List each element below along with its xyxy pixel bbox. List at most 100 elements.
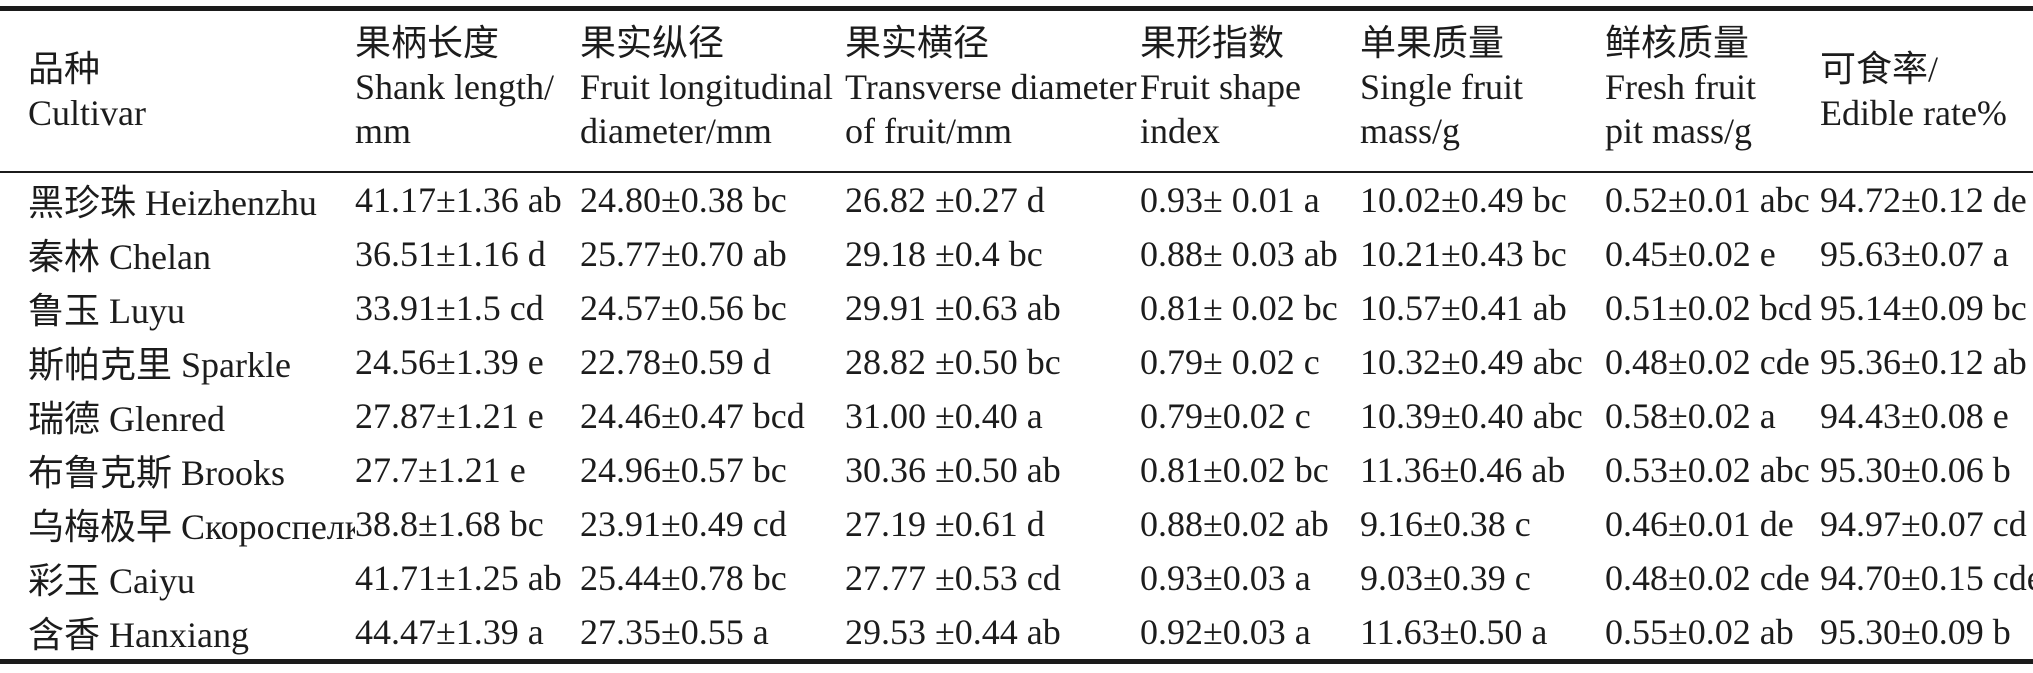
col-header-longitudinal-diameter: 果实纵径 Fruit longitudinal diameter/mm bbox=[580, 9, 845, 173]
cell-edible-rate: 94.43±0.08 e bbox=[1820, 396, 2009, 436]
cell-pit-mass: 0.51±0.02 bcd bbox=[1605, 288, 1812, 328]
cell-shank-length: 27.7±1.21 e bbox=[355, 450, 526, 490]
table-row: 含香 Hanxiang 44.47±1.39 a 27.35±0.55 a 29… bbox=[0, 605, 2033, 662]
cell-shape-index: 0.88±0.02 ab bbox=[1140, 504, 1329, 544]
col-header-pit-mass-en2: pit mass/g bbox=[1605, 111, 1753, 151]
cell-edible-rate: 95.63±0.07 a bbox=[1820, 234, 2009, 274]
col-header-transverse-diameter-en2: of fruit/mm bbox=[845, 111, 1012, 151]
cell-cultivar: 彩玉 Caiyu bbox=[28, 561, 195, 601]
cell-shape-index: 0.93± 0.01 a bbox=[1140, 180, 1320, 220]
col-header-shank-length-zh: 果柄长度 bbox=[355, 23, 500, 63]
cell-transverse-diameter: 30.36 ±0.50 ab bbox=[845, 450, 1061, 490]
cell-pit-mass: 0.46±0.01 de bbox=[1605, 504, 1794, 544]
cell-fruit-mass: 10.39±0.40 abc bbox=[1360, 396, 1583, 436]
col-header-pit-mass-zh: 鲜核质量 bbox=[1605, 23, 1750, 63]
col-header-transverse-diameter: 果实横径 Transverse diameter of fruit/mm bbox=[845, 9, 1140, 173]
table-row: 秦林 Chelan 36.51±1.16 d 25.77±0.70 ab 29.… bbox=[0, 227, 2033, 281]
cell-shank-length: 24.56±1.39 e bbox=[355, 342, 544, 382]
cell-pit-mass: 0.53±0.02 abc bbox=[1605, 450, 1810, 490]
cell-transverse-diameter: 29.53 ±0.44 ab bbox=[845, 612, 1061, 652]
col-header-edible-rate: 可食率/ Edible rate% bbox=[1820, 9, 2033, 173]
cell-fruit-mass: 10.57±0.41 ab bbox=[1360, 288, 1567, 328]
cell-shape-index: 0.88± 0.03 ab bbox=[1140, 234, 1338, 274]
cell-longitudinal-diameter: 22.78±0.59 d bbox=[580, 342, 771, 382]
col-header-shank-length-en2: mm bbox=[355, 111, 412, 151]
cell-edible-rate: 94.97±0.07 cd bbox=[1820, 504, 2027, 544]
col-header-shank-length: 果柄长度 Shank length/ mm bbox=[355, 9, 580, 173]
cell-fruit-mass: 10.32±0.49 abc bbox=[1360, 342, 1583, 382]
cell-shape-index: 0.79±0.02 c bbox=[1140, 396, 1311, 436]
cell-fruit-mass: 10.21±0.43 bc bbox=[1360, 234, 1567, 274]
cell-pit-mass: 0.52±0.01 abc bbox=[1605, 180, 1810, 220]
cell-longitudinal-diameter: 25.77±0.70 ab bbox=[580, 234, 787, 274]
cell-cultivar: 乌梅极早 Скороспелка bbox=[28, 507, 355, 547]
col-header-shape-index: 果形指数 Fruit shape index bbox=[1140, 9, 1360, 173]
col-header-longitudinal-diameter-en1: Fruit longitudinal bbox=[580, 67, 834, 107]
header-row: 品种 Cultivar 果柄长度 Shank length/ mm 果实纵径 F… bbox=[0, 8, 2033, 173]
col-header-pit-mass-en1: Fresh fruit bbox=[1605, 67, 1756, 107]
cell-shape-index: 0.93±0.03 a bbox=[1140, 558, 1311, 598]
cell-shank-length: 33.91±1.5 cd bbox=[355, 288, 544, 328]
cell-longitudinal-diameter: 25.44±0.78 bc bbox=[580, 558, 787, 598]
cell-pit-mass: 0.45±0.02 e bbox=[1605, 234, 1776, 274]
cell-longitudinal-diameter: 23.91±0.49 cd bbox=[580, 504, 787, 544]
cell-cultivar: 布鲁克斯 Brooks bbox=[28, 453, 286, 493]
cell-shape-index: 0.81±0.02 bc bbox=[1140, 450, 1329, 490]
cell-transverse-diameter: 27.19 ±0.61 d bbox=[845, 504, 1045, 544]
col-header-cultivar-zh: 品种 bbox=[28, 49, 101, 89]
cultivar-fruit-trait-table: 品种 Cultivar 果柄长度 Shank length/ mm 果实纵径 F… bbox=[0, 6, 2033, 664]
cell-longitudinal-diameter: 24.96±0.57 bc bbox=[580, 450, 787, 490]
cell-shank-length: 41.71±1.25 ab bbox=[355, 558, 562, 598]
cell-fruit-mass: 10.02±0.49 bc bbox=[1360, 180, 1567, 220]
cell-fruit-mass: 9.16±0.38 c bbox=[1360, 504, 1531, 544]
col-header-fruit-mass-en2: mass/g bbox=[1360, 111, 1461, 151]
col-header-edible-rate-zh: 可食率/ bbox=[1820, 49, 1939, 89]
cell-cultivar: 斯帕克里 Sparkle bbox=[28, 345, 291, 385]
cell-cultivar: 秦林 Chelan bbox=[28, 237, 211, 277]
col-header-edible-rate-en: Edible rate% bbox=[1820, 93, 2007, 133]
table-row: 乌梅极早 Скороспелка 38.8±1.68 bc 23.91±0.49… bbox=[0, 497, 2033, 551]
cell-transverse-diameter: 27.77 ±0.53 cd bbox=[845, 558, 1061, 598]
cell-edible-rate: 95.36±0.12 ab bbox=[1820, 342, 2027, 382]
cell-cultivar: 含香 Hanxiang bbox=[28, 615, 249, 655]
col-header-shape-index-en1: Fruit shape bbox=[1140, 67, 1301, 107]
table-row: 鲁玉 Luyu 33.91±1.5 cd 24.57±0.56 bc 29.91… bbox=[0, 281, 2033, 335]
table-row: 斯帕克里 Sparkle 24.56±1.39 e 22.78±0.59 d 2… bbox=[0, 335, 2033, 389]
cell-edible-rate: 95.14±0.09 bc bbox=[1820, 288, 2027, 328]
col-header-transverse-diameter-en1: Transverse diameter bbox=[845, 67, 1137, 107]
cell-edible-rate: 95.30±0.06 b bbox=[1820, 450, 2011, 490]
cell-fruit-mass: 11.63±0.50 a bbox=[1360, 612, 1548, 652]
cell-transverse-diameter: 29.18 ±0.4 bc bbox=[845, 234, 1043, 274]
table-body: 黑珍珠 Heizhenzhu 41.17±1.36 ab 24.80±0.38 … bbox=[0, 172, 2033, 662]
cell-edible-rate: 94.72±0.12 de bbox=[1820, 180, 2027, 220]
cell-transverse-diameter: 29.91 ±0.63 ab bbox=[845, 288, 1061, 328]
cell-shank-length: 44.47±1.39 a bbox=[355, 612, 544, 652]
cell-pit-mass: 0.48±0.02 cde bbox=[1605, 342, 1810, 382]
cell-longitudinal-diameter: 24.57±0.56 bc bbox=[580, 288, 787, 328]
col-header-pit-mass: 鲜核质量 Fresh fruit pit mass/g bbox=[1605, 9, 1820, 173]
cell-cultivar: 鲁玉 Luyu bbox=[28, 291, 185, 331]
col-header-fruit-mass: 单果质量 Single fruit mass/g bbox=[1360, 9, 1605, 173]
cell-pit-mass: 0.58±0.02 a bbox=[1605, 396, 1776, 436]
table-row: 布鲁克斯 Brooks 27.7±1.21 e 24.96±0.57 bc 30… bbox=[0, 443, 2033, 497]
cell-longitudinal-diameter: 24.80±0.38 bc bbox=[580, 180, 787, 220]
cell-edible-rate: 94.70±0.15 cde bbox=[1820, 558, 2033, 598]
table-header: 品种 Cultivar 果柄长度 Shank length/ mm 果实纵径 F… bbox=[0, 8, 2033, 173]
cell-longitudinal-diameter: 24.46±0.47 bcd bbox=[580, 396, 805, 436]
col-header-shape-index-zh: 果形指数 bbox=[1140, 23, 1285, 63]
cell-shank-length: 27.87±1.21 e bbox=[355, 396, 544, 436]
col-header-shape-index-en2: index bbox=[1140, 111, 1220, 151]
cell-shape-index: 0.81± 0.02 bc bbox=[1140, 288, 1338, 328]
cell-shank-length: 38.8±1.68 bc bbox=[355, 504, 544, 544]
cell-fruit-mass: 9.03±0.39 c bbox=[1360, 558, 1531, 598]
cell-pit-mass: 0.55±0.02 ab bbox=[1605, 612, 1794, 652]
cell-transverse-diameter: 28.82 ±0.50 bc bbox=[845, 342, 1061, 382]
table-row: 瑞德 Glenred 27.87±1.21 e 24.46±0.47 bcd 3… bbox=[0, 389, 2033, 443]
cell-pit-mass: 0.48±0.02 cde bbox=[1605, 558, 1810, 598]
table-row: 黑珍珠 Heizhenzhu 41.17±1.36 ab 24.80±0.38 … bbox=[0, 172, 2033, 227]
cell-cultivar: 瑞德 Glenred bbox=[28, 399, 225, 439]
cell-transverse-diameter: 31.00 ±0.40 a bbox=[845, 396, 1043, 436]
cell-shank-length: 36.51±1.16 d bbox=[355, 234, 546, 274]
col-header-shank-length-en1: Shank length/ bbox=[355, 67, 554, 107]
